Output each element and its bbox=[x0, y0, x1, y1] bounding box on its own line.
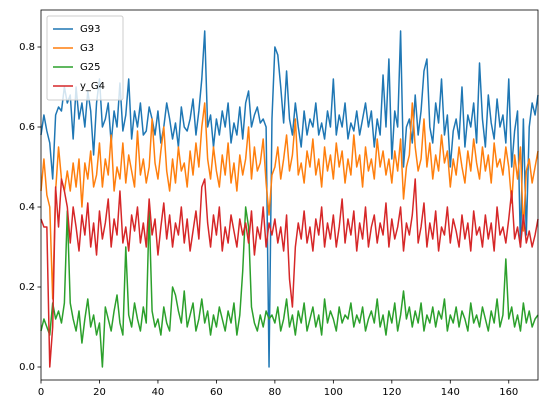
x-tick-label: 0 bbox=[38, 387, 44, 398]
y-tick-label: 0.4 bbox=[19, 202, 35, 213]
y-tick-label: 0.0 bbox=[19, 362, 35, 373]
legend-label: G25 bbox=[80, 62, 100, 73]
x-tick-label: 20 bbox=[93, 387, 106, 398]
x-tick-label: 160 bbox=[499, 387, 518, 398]
x-tick-label: 100 bbox=[324, 387, 343, 398]
x-tick-label: 40 bbox=[152, 387, 165, 398]
series-line bbox=[40, 30, 539, 368]
y-tick-label: 0.8 bbox=[19, 42, 35, 53]
series-line bbox=[40, 206, 539, 368]
legend-label: G3 bbox=[80, 43, 94, 54]
x-tick-label: 120 bbox=[382, 387, 401, 398]
x-tick-label: 80 bbox=[269, 387, 282, 398]
plot-frame bbox=[40, 9, 539, 381]
legend-label: y_G4 bbox=[80, 81, 105, 92]
legend-label: G93 bbox=[80, 24, 100, 35]
x-tick-label: 60 bbox=[210, 387, 223, 398]
x-tick-label: 140 bbox=[441, 387, 460, 398]
legend: G93 G3 G25 y_G4 bbox=[46, 15, 124, 101]
legend-box bbox=[46, 15, 124, 101]
y-tick-label: 0.2 bbox=[19, 282, 35, 293]
series-line bbox=[40, 102, 539, 300]
series-line bbox=[40, 178, 539, 368]
y-tick-label: 0.6 bbox=[19, 122, 35, 133]
